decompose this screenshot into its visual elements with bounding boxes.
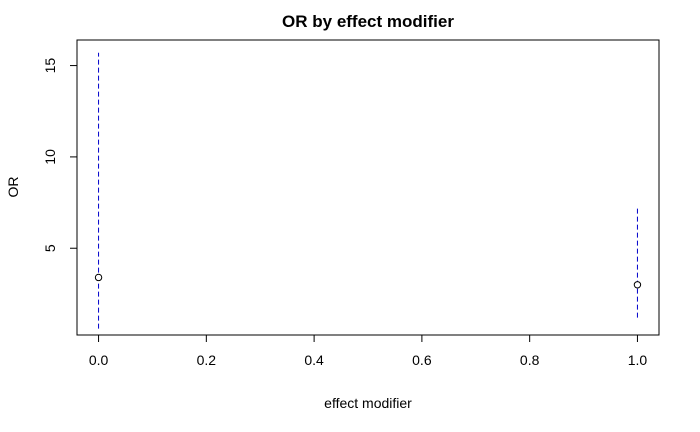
x-tick-label: 0.0: [89, 352, 109, 368]
y-axis-label: OR: [5, 177, 21, 198]
y-axis: 5 10 15: [42, 58, 78, 252]
x-tick-label: 0.8: [520, 352, 540, 368]
data-point-0: [94, 273, 103, 282]
chart-title: OR by effect modifier: [282, 12, 454, 31]
y-tick-label: 10: [42, 149, 58, 165]
plot-frame: [76, 39, 660, 336]
x-tick-label: 0.4: [304, 352, 324, 368]
data-point-1: [633, 281, 642, 289]
confidence-intervals: [98, 52, 638, 329]
x-tick-label: 1.0: [628, 352, 648, 368]
data-points: [94, 273, 642, 289]
x-axis: 0.0 0.2 0.4 0.6 0.8 1.0: [89, 334, 648, 368]
y-tick-label: 15: [42, 58, 58, 74]
x-axis-label: effect modifier: [324, 395, 412, 411]
x-tick-label: 0.6: [412, 352, 432, 368]
y-tick-label: 5: [42, 244, 58, 252]
x-tick-label: 0.2: [197, 352, 217, 368]
